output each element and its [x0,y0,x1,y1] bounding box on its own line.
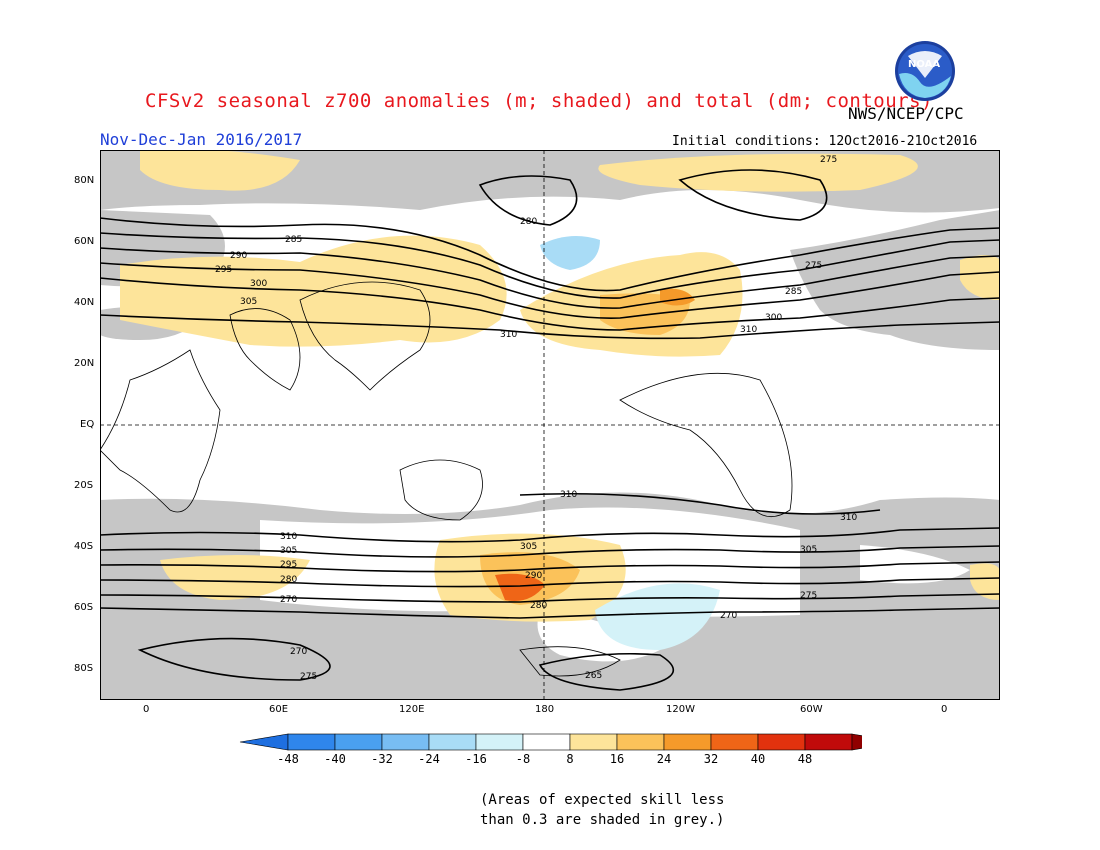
lon-label: 60W [800,704,823,715]
lat-label: 80S [74,663,94,674]
contour-label-south: 275 [800,591,817,601]
contour-label-north: 300 [765,313,782,323]
contour-label-north: 305 [240,297,257,307]
contour-label-north: 290 [230,251,247,261]
height-contours [99,169,1001,691]
colorbar-tick-label: -48 [277,752,299,766]
colorbar-tick-label: 32 [704,752,718,766]
contour-label-north: 310 [740,325,757,335]
contour-label-south: 265 [585,671,602,681]
contour-label-south: 305 [800,545,817,555]
lon-label: 120E [399,704,425,715]
color-scale-bar: -48 -40 -32 -24 -16 -8 8 16 24 32 40 48 [238,732,901,772]
contour-label-north: 310 [500,330,517,340]
anomaly-map: 280 285 290 295 300 305 310 275 275 285 … [99,148,1001,704]
lat-label: 40S [74,541,94,552]
colorbar-tick-label: -32 [371,752,393,766]
lat-label: 20S [74,480,94,491]
skill-note-line: than 0.3 are shaded in grey.) [480,812,725,828]
contour-label-south: 280 [280,575,297,585]
season-label: Nov-Dec-Jan 2016/2017 [100,130,303,149]
lon-label: 0 [941,704,948,715]
contour-label-south: 310 [560,490,577,500]
contour-label-south: 305 [280,546,297,556]
noaa-logo: NOAA [894,40,956,102]
colorbar-swatch [428,733,477,751]
colorbar-tick-label: 48 [798,752,812,766]
lat-label: EQ [80,419,95,430]
contour-label-north: 285 [285,235,302,245]
colorbar-swatch [475,733,524,751]
contour-label-south: 310 [840,513,857,523]
contour-label-south: 270 [720,611,737,621]
colorbar-tick-label: 40 [751,752,765,766]
lon-label: 120W [666,704,695,715]
colorbar-tick-label: -24 [418,752,440,766]
contour-label-south: 295 [280,560,297,570]
lat-label: 20N [74,358,95,369]
colorbar-swatch [663,733,712,751]
colorbar-swatch [804,733,853,751]
colorbar-arrow-left [239,733,289,751]
colorbar-tick-label: 16 [610,752,624,766]
contour-label-south: 290 [525,571,542,581]
contour-label-south: 275 [300,672,317,682]
colorbar-swatch [757,733,806,751]
lat-label: 60S [74,602,94,613]
negative-anomaly-shading [540,236,720,650]
positive-anomaly-shading [120,148,1000,622]
contour-label-south: 280 [530,601,547,611]
lon-label: 60E [269,704,289,715]
contour-label-south: 270 [280,595,297,605]
colorbar-tick-label: -16 [465,752,487,766]
colorbar-swatch [616,733,665,751]
colorbar-swatch [569,733,618,751]
contour-value-labels: 280 285 290 295 300 305 310 275 275 285 … [215,155,857,682]
contour-label-north: 285 [785,287,802,297]
colorbar-tick-label: 8 [566,752,573,766]
agency-label: NWS/NCEP/CPC [848,104,964,123]
lat-label: 40N [74,297,95,308]
skill-note-line: (Areas of expected skill less [480,792,725,808]
chart-title: CFSv2 seasonal z700 anomalies (m; shaded… [145,90,933,112]
colorbar-swatch [287,733,336,751]
lon-label: 180 [535,704,555,715]
lon-label: 0 [143,704,150,715]
colorbar-tick-label: 24 [657,752,671,766]
logo-text: NOAA [908,59,941,70]
contour-label-south: 305 [520,542,537,552]
contour-label-north: 300 [250,279,267,289]
contour-label-north: 275 [820,155,837,165]
contour-label-north: 280 [520,217,537,227]
colorbar-swatch [381,733,430,751]
colorbar-swatch [710,733,759,751]
lat-label: 60N [74,236,95,247]
contour-label-south: 310 [280,532,297,542]
colorbar-swatch [334,733,383,751]
contour-label-north: 275 [805,261,822,271]
colorbar-tick-label: -8 [516,752,530,766]
colorbar-swatch [522,733,571,751]
initial-conditions-label: Initial conditions: 12Oct2016-21Oct2016 [672,134,978,149]
contour-label-north: 295 [215,265,232,275]
contour-label-south: 270 [290,647,307,657]
lat-label: 80N [74,175,95,186]
colorbar-arrow-right [851,733,901,751]
map-frame [100,150,1000,700]
colorbar-tick-label: -40 [324,752,346,766]
